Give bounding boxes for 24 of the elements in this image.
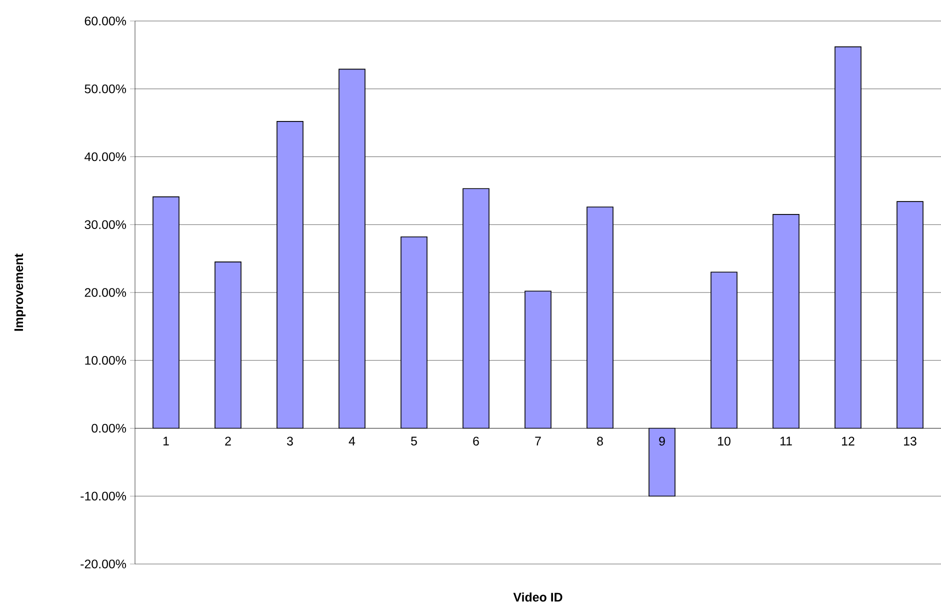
y-tick-label: 10.00% <box>85 356 126 365</box>
x-tick-label: 9 <box>659 436 665 446</box>
y-tick-label: 0.00% <box>92 424 126 433</box>
y-tick-label: 50.00% <box>84 84 126 94</box>
x-tick-label: 10 <box>718 436 730 446</box>
y-tick-label: 30.00% <box>84 220 126 230</box>
x-tick-label: 13 <box>904 436 916 446</box>
y-tick-label: 40.00% <box>84 152 126 162</box>
y-tick-label: -10.00% <box>80 492 126 501</box>
x-tick-label: 3 <box>287 436 293 446</box>
x-tick-label: 7 <box>535 436 541 446</box>
y-tick-label: 60.00% <box>84 16 126 26</box>
x-tick-label: 4 <box>348 436 356 446</box>
x-tick-label: 6 <box>473 436 479 446</box>
x-axis-title: Video ID <box>513 592 562 602</box>
x-tick-label: 5 <box>411 436 417 446</box>
y-axis-title: Improvement <box>14 254 26 331</box>
y-tick-label: -20.00% <box>80 560 126 568</box>
x-tick-label: 1 <box>163 436 169 446</box>
x-tick-label: 8 <box>597 436 603 446</box>
y-tick-label: 20.00% <box>84 288 126 297</box>
x-tick-label: 11 <box>780 436 792 446</box>
x-tick-label: 12 <box>842 436 854 446</box>
x-tick-label: 2 <box>225 436 231 446</box>
